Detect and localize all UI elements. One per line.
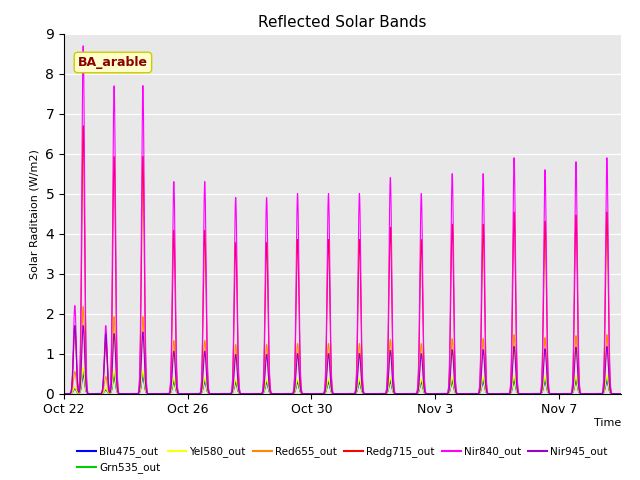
Text: BA_arable: BA_arable <box>78 56 148 69</box>
X-axis label: Time: Time <box>593 418 621 428</box>
Legend: Blu475_out, Grn535_out, Yel580_out, Red655_out, Redg715_out, Nir840_out, Nir945_: Blu475_out, Grn535_out, Yel580_out, Red6… <box>73 442 612 478</box>
Y-axis label: Solar Raditaion (W/m2): Solar Raditaion (W/m2) <box>30 149 40 278</box>
Title: Reflected Solar Bands: Reflected Solar Bands <box>258 15 427 30</box>
